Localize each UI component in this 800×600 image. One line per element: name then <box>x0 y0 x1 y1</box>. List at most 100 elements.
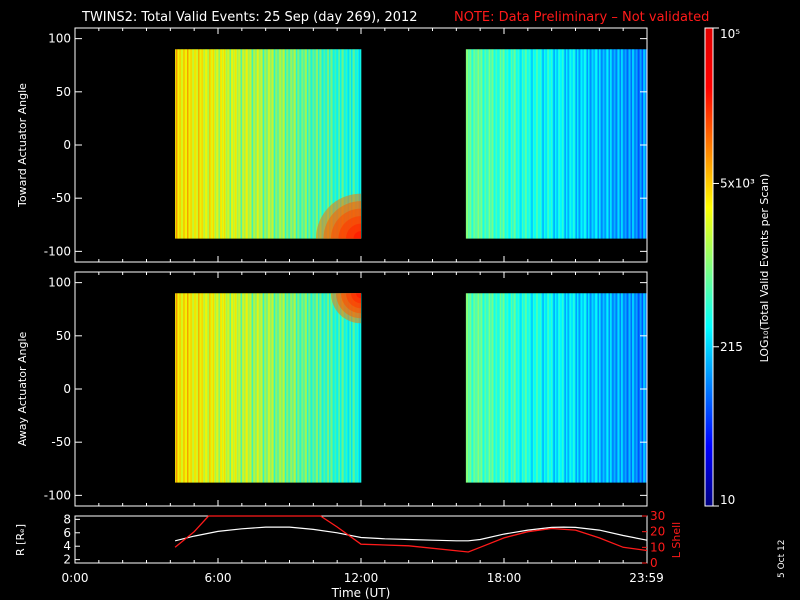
heatmap-column <box>338 293 340 483</box>
heatmap-column <box>546 49 549 239</box>
heatmap-column <box>275 293 277 483</box>
heatmap-column <box>356 49 358 239</box>
heatmap-column <box>605 49 608 239</box>
heatmap-column <box>262 293 264 483</box>
heatmap-column <box>617 49 620 239</box>
time-xlabel: Time (UT) <box>331 586 391 600</box>
heatmap-column <box>626 49 629 239</box>
heatmap-column <box>284 293 286 483</box>
heatmap-column <box>569 293 572 483</box>
y-tick-label: 100 <box>48 276 71 290</box>
time-tick-label: 18:00 <box>487 571 522 585</box>
heatmap-column <box>230 49 232 239</box>
heatmap-column <box>537 49 540 239</box>
heatmap-column <box>194 49 196 239</box>
heatmap-column <box>176 293 178 483</box>
heatmap-column <box>176 49 178 239</box>
heatmap-column <box>504 49 507 239</box>
heatmap-column <box>353 49 355 239</box>
heatmap-column <box>248 49 250 239</box>
heatmap-column <box>330 293 332 483</box>
heatmap-column <box>223 293 225 483</box>
heatmap-column <box>177 293 179 483</box>
heatmap-column <box>580 49 583 239</box>
heatmap-column <box>607 293 610 483</box>
heatmap-column <box>580 293 583 483</box>
heatmap-column <box>299 293 301 483</box>
heatmap-column <box>584 49 587 239</box>
heatmap-column <box>316 49 318 239</box>
heatmap-column <box>291 49 293 239</box>
heatmap-column <box>262 49 264 239</box>
heatmap-column <box>189 49 191 239</box>
heatmap-column <box>184 49 186 239</box>
heatmap-column <box>480 49 483 239</box>
heatmap-column <box>243 49 245 239</box>
preliminary-note: NOTE: Data Preliminary – Not validated <box>454 10 709 25</box>
heatmap-column <box>347 293 349 483</box>
heatmap-column <box>500 49 503 239</box>
heatmap-column <box>304 49 306 239</box>
heatmap-column <box>206 293 208 483</box>
heatmap-column <box>316 293 318 483</box>
heatmap-column <box>213 49 215 239</box>
heatmap-column <box>484 49 487 239</box>
heatmap-column <box>477 49 480 239</box>
heatmap-column <box>638 293 641 483</box>
heatmap-column <box>618 293 621 483</box>
heatmap-column <box>552 49 555 239</box>
heatmap-column <box>355 293 357 483</box>
heatmap-column <box>238 49 240 239</box>
heatmap-column <box>192 49 194 239</box>
heatmap-column <box>265 293 267 483</box>
heatmap-column <box>339 49 341 239</box>
heatmap-column <box>561 49 564 239</box>
heatmap-column <box>487 49 490 239</box>
heatmap-column <box>467 293 470 483</box>
heatmap-column <box>314 49 316 239</box>
heatmap-column <box>282 293 284 483</box>
heatmap-column <box>511 293 514 483</box>
heatmap-column <box>514 293 517 483</box>
heatmap-column <box>251 293 253 483</box>
heatmap-column <box>274 293 276 483</box>
heatmap-column <box>486 293 489 483</box>
heatmap-column <box>553 293 556 483</box>
heatmap-column <box>474 293 477 483</box>
heatmap-column <box>583 293 586 483</box>
heatmap-column <box>556 49 559 239</box>
heatmap-column <box>632 49 635 239</box>
heatmap-column <box>337 49 339 239</box>
heatmap-column <box>224 293 226 483</box>
heatmap-column <box>468 49 471 239</box>
heatmap-column <box>319 49 321 239</box>
heatmap-column <box>280 49 282 239</box>
heatmap-column <box>283 293 285 483</box>
heatmap-column <box>276 49 278 239</box>
heatmap-column <box>596 293 599 483</box>
heatmap-column <box>595 293 598 483</box>
heatmap-column <box>485 293 488 483</box>
heatmap-column <box>320 293 322 483</box>
heatmap-column <box>528 293 531 483</box>
heatmap-column <box>619 293 622 483</box>
heatmap-column <box>209 49 211 239</box>
heatmap-column <box>642 293 645 483</box>
heatmap-column <box>471 49 474 239</box>
heatmap-column <box>616 293 619 483</box>
heatmap-column <box>610 49 613 239</box>
heatmap-column <box>272 49 274 239</box>
orbit-panel-frame <box>74 515 648 564</box>
heatmap-column <box>295 293 297 483</box>
heatmap-column <box>508 293 511 483</box>
heatmap-column <box>541 293 544 483</box>
heatmap-column <box>348 293 350 483</box>
heatmap-column <box>256 49 258 239</box>
heatmap-column <box>293 293 295 483</box>
heatmap-column <box>231 293 233 483</box>
heatmap-column <box>265 49 267 239</box>
heatmap-column <box>342 49 344 239</box>
heatmap-column <box>187 293 189 483</box>
heatmap-column <box>496 293 499 483</box>
